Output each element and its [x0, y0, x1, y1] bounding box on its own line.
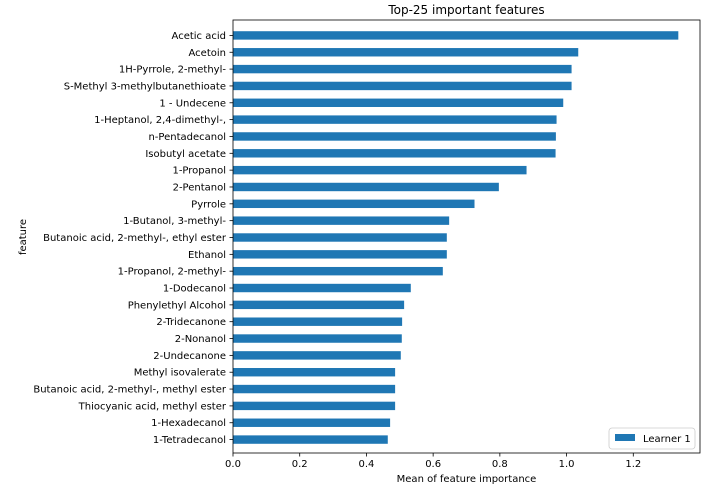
- bar-1-heptanol-2-4-dimethyl: [233, 115, 557, 124]
- x-tick-label: 1.0: [559, 459, 575, 470]
- bar-1-butanol-3-methyl: [233, 216, 450, 225]
- bar-1-hexadecanol: [233, 418, 391, 427]
- bar-1-propanol: [233, 165, 527, 175]
- y-tick-label-ethanol: Ethanol: [188, 250, 226, 261]
- y-tick-label-1-butanol-3-methyl: 1-Butanol, 3-methyl-: [123, 216, 226, 227]
- y-tick-label-butanoic-acid-2-methyl-ethyl-ester: Butanoic acid, 2-methyl-, ethyl ester: [43, 233, 227, 244]
- legend-swatch: [615, 434, 635, 441]
- x-tick-label: 0.4: [358, 459, 374, 470]
- y-tick-label-isobutyl-acetate: Isobutyl acetate: [145, 149, 226, 160]
- bar-2-nonanol: [233, 334, 402, 343]
- bar-1-tetradecanol: [233, 435, 388, 444]
- legend-label-learner-1: Learner 1: [643, 434, 691, 445]
- y-tick-label-1h-pyrrole-2-methyl: 1H-Pyrrole, 2-methyl-: [119, 65, 226, 76]
- x-axis-label: Mean of feature importance: [397, 474, 537, 485]
- y-tick-label-acetic-acid: Acetic acid: [172, 31, 226, 42]
- bar-butanoic-acid-2-methyl-ethyl-ester: [233, 233, 447, 242]
- x-tick-label: 0.0: [225, 459, 241, 470]
- legend-box: [608, 427, 696, 450]
- y-tick-label-butanoic-acid-2-methyl-methyl-ester: Butanoic acid, 2-methyl-, methyl ester: [33, 385, 227, 396]
- bar-group: [233, 31, 679, 444]
- bar-acetic-acid: [233, 31, 679, 40]
- y-tick-label-1-propanol: 1-Propanol: [172, 166, 226, 177]
- y-tick-label-phenylethyl-alcohol: Phenylethyl Alcohol: [128, 300, 226, 311]
- y-axis-label: feature: [18, 219, 29, 255]
- bar-1-dodecanol: [233, 283, 411, 293]
- bar-2-tridecanone: [233, 317, 403, 326]
- y-tick-label-thiocyanic-acid-methyl-ester: Thiocyanic acid, methyl ester: [78, 401, 227, 412]
- y-tick-label-s-methyl-3-methylbutanethioate: S-Methyl 3-methylbutanethioate: [64, 81, 226, 92]
- y-tick-label-2-pentanol: 2-Pentanol: [173, 182, 226, 193]
- legend: Learner 1: [608, 427, 696, 450]
- bar-phenylethyl-alcohol: [233, 300, 405, 310]
- y-tick-label-1-propanol-2-methyl: 1-Propanol, 2-methyl-: [118, 267, 227, 278]
- bar-methyl-isovalerate: [233, 368, 396, 377]
- y-tick-label-2-undecanone: 2-Undecanone: [153, 351, 226, 362]
- bar-2-undecanone: [233, 351, 401, 360]
- bar-ethanol: [233, 250, 447, 259]
- y-tick-label-1-dodecanol: 1-Dodecanol: [163, 284, 226, 295]
- plot-frame: [232, 19, 701, 454]
- bar-s-methyl-3-methylbutanethioate: [233, 81, 572, 91]
- y-tick-label-1-tetradecanol: 1-Tetradecanol: [153, 435, 226, 446]
- x-tick-label: 0.2: [292, 459, 308, 470]
- y-tick-label-1-heptanol-2-4-dimethyl: 1-Heptanol, 2,4-dimethyl-,: [94, 115, 226, 126]
- bar-n-pentadecanol: [233, 132, 556, 141]
- bar-butanoic-acid-2-methyl-methyl-ester: [233, 384, 396, 394]
- bar-isobutyl-acetate: [233, 149, 556, 158]
- bar-pyrrole: [233, 199, 475, 209]
- y-tick-label-2-tridecanone: 2-Tridecanone: [156, 317, 226, 328]
- chart-title: Top-25 important features: [387, 3, 544, 17]
- y-tick-label-pyrrole: Pyrrole: [191, 199, 226, 210]
- bar-2-pentanol: [233, 182, 499, 192]
- x-tick-label: 0.6: [425, 459, 441, 470]
- x-ticks: 0.0 0.2 0.4 0.6 0.8 1.0 1.2: [225, 453, 641, 470]
- bar-acetoin: [233, 48, 579, 57]
- y-tick-label-1-undecene: 1 - Undecene: [159, 98, 226, 109]
- y-tick-labels: Acetic acid Acetoin 1H-Pyrrole, 2-methyl- S…: [33, 31, 233, 446]
- bar-1h-pyrrole-2-methyl: [233, 64, 572, 74]
- y-tick-label-methyl-isovalerate: Methyl isovalerate: [134, 368, 226, 379]
- y-tick-label-1-hexadecanol: 1-Hexadecanol: [151, 418, 226, 429]
- x-tick-label: 1.2: [625, 459, 641, 470]
- y-tick-label-acetoin: Acetoin: [189, 48, 226, 59]
- bar-1-undecene: [233, 98, 564, 107]
- bar-1-propanol-2-methyl: [233, 266, 443, 276]
- bar-thiocyanic-acid-methyl-ester: [233, 401, 396, 411]
- x-tick-label: 0.8: [492, 459, 508, 470]
- y-tick-label-2-nonanol: 2-Nonanol: [175, 334, 226, 345]
- y-tick-label-n-pentadecanol: n-Pentadecanol: [148, 132, 226, 143]
